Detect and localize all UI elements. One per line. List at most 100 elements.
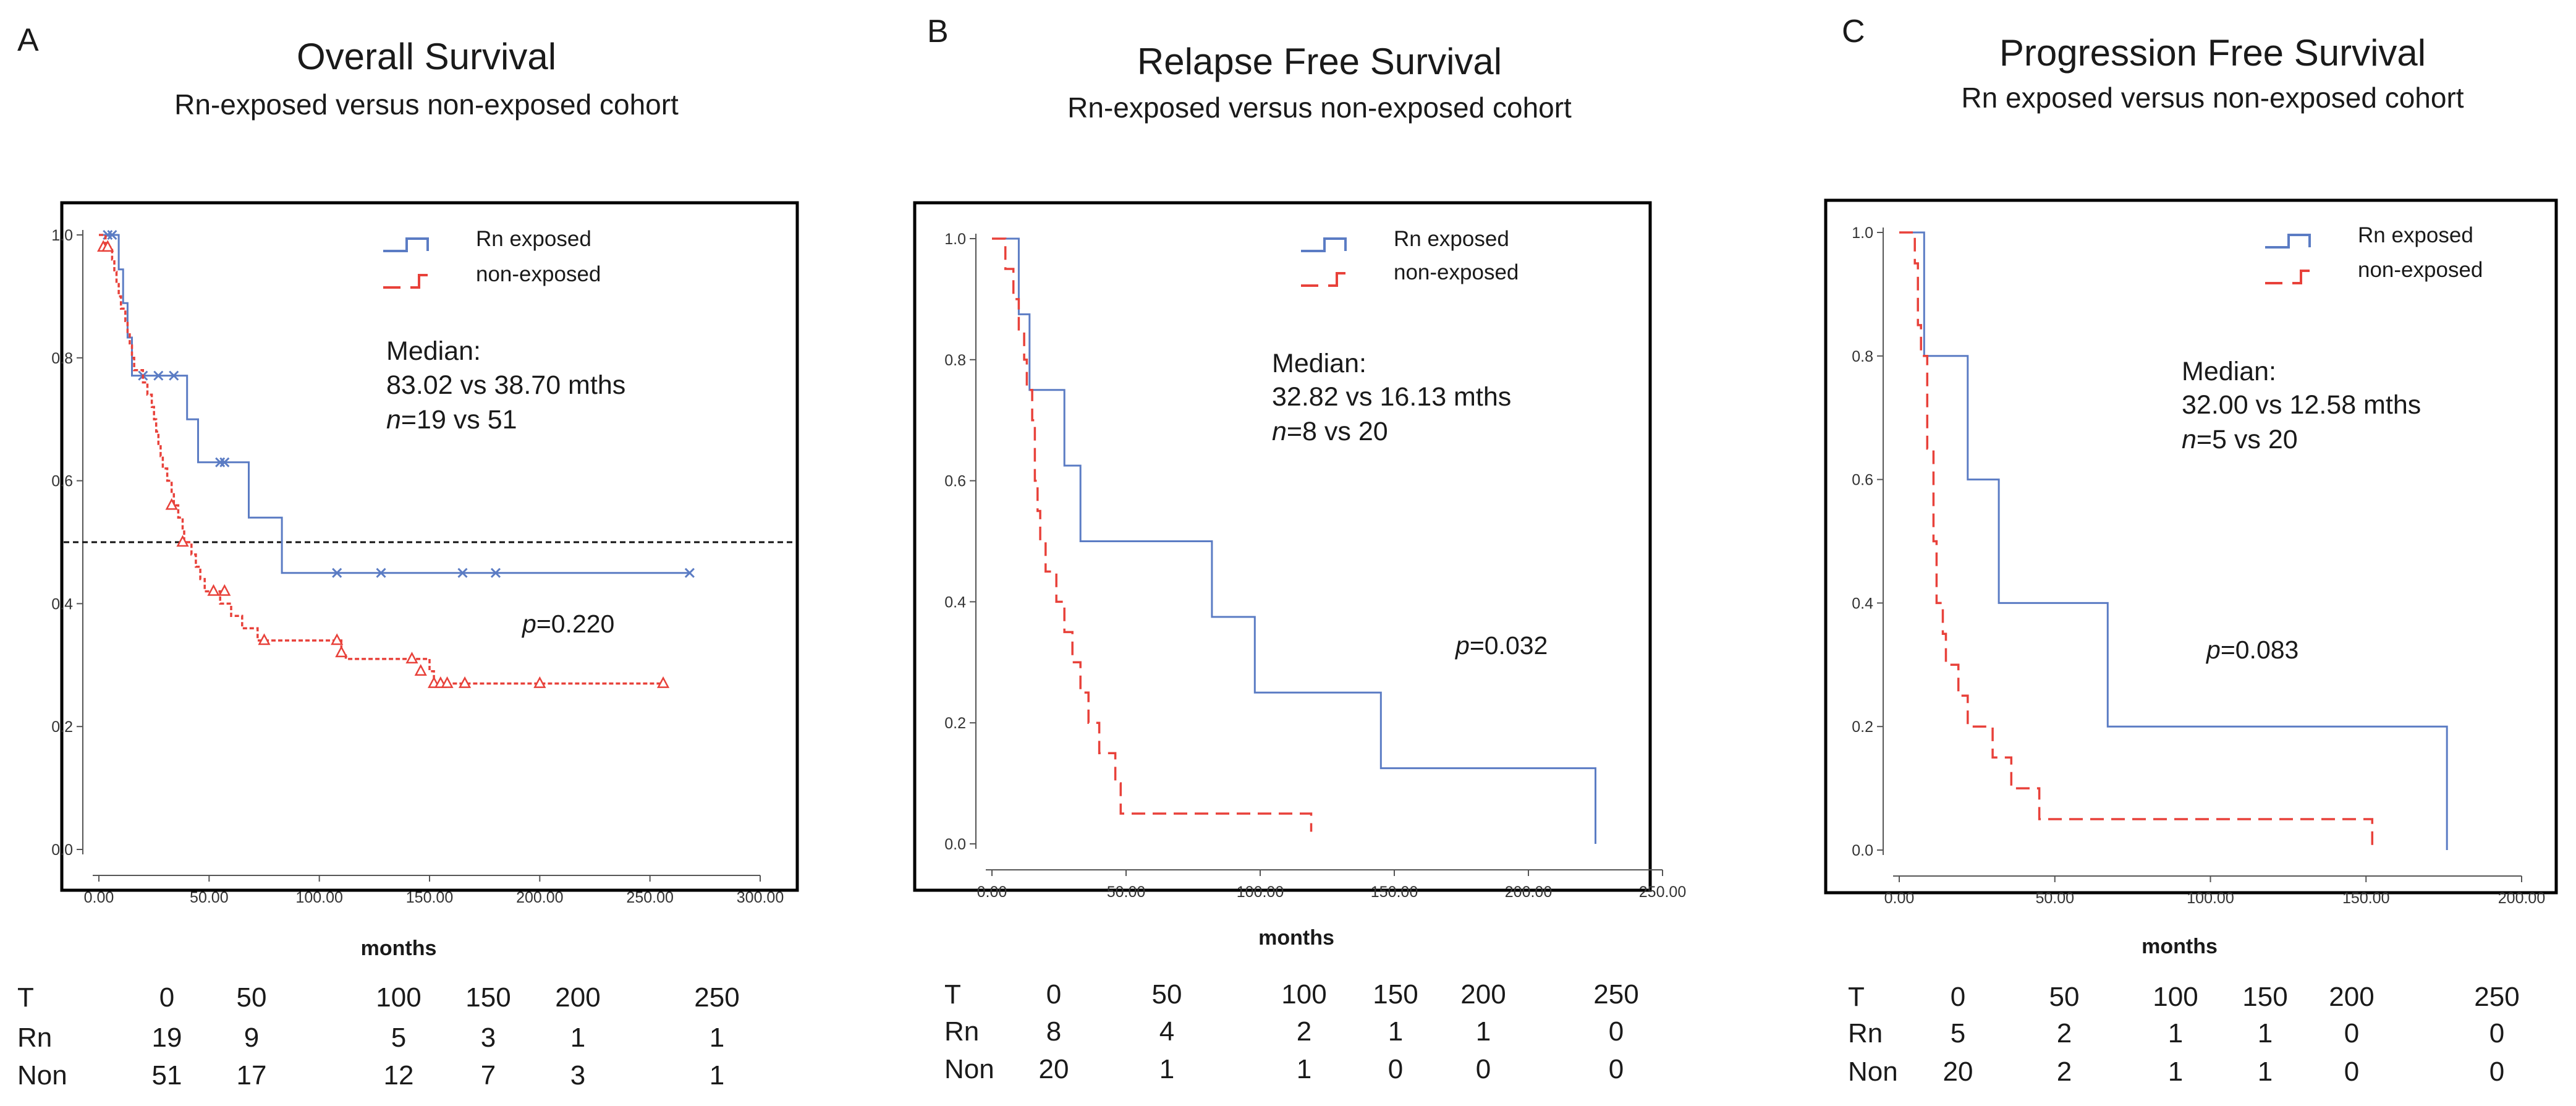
risk-cell: 1 — [2168, 1057, 2183, 1087]
y-tick-label: 0.4 — [51, 595, 73, 613]
censor-mark — [219, 457, 230, 467]
risk-cell: 1 — [570, 1023, 585, 1053]
x-axis-label: months — [1258, 926, 1334, 950]
risk-cell: 0 — [2489, 1018, 2504, 1049]
x-tick-label: 100.00 — [1237, 883, 1284, 901]
risk-cell: 1 — [710, 1060, 724, 1091]
risk-cell: 9 — [244, 1023, 259, 1053]
y-tick-label: 0.0 — [944, 836, 966, 853]
censor-mark — [405, 652, 418, 664]
risk-cell: 0 — [1476, 1054, 1491, 1084]
risk-cell: 200 — [1460, 979, 1506, 1010]
censor-mark — [165, 498, 178, 510]
median-values: 32.00 vs 12.58 mths — [2182, 390, 2421, 420]
x-tick-label: 250.00 — [1639, 883, 1686, 901]
risk-cell: 5 — [391, 1023, 406, 1053]
risk-cell: 51 — [152, 1060, 182, 1091]
y-tick-label: 0.8 — [1852, 348, 1873, 365]
x-tick-label: 200.00 — [516, 889, 563, 906]
risk-cell: 3 — [481, 1023, 496, 1053]
y-tick-label: 0.6 — [1852, 472, 1873, 489]
median-label: Median: — [386, 336, 481, 366]
median-label: Median: — [1272, 349, 1366, 378]
risk-row-label: Non — [17, 1060, 67, 1091]
risk-cell: 20 — [1039, 1054, 1069, 1084]
censor-mark — [153, 370, 164, 381]
risk-cell: 0 — [1951, 982, 1965, 1012]
survival-curve-non-exposed — [1899, 231, 2374, 850]
censor-mark — [215, 457, 226, 467]
censor-mark — [176, 535, 189, 547]
survival-curve-rn-exposed — [1899, 231, 2448, 850]
risk-cell: 19 — [152, 1023, 182, 1053]
risk-row-label: Non — [1848, 1057, 1898, 1087]
plot-frame — [60, 201, 799, 892]
p-value: p=0.220 — [521, 610, 614, 638]
median-values: 83.02 vs 38.70 mths — [386, 370, 625, 400]
censor-mark — [376, 568, 386, 578]
y-tick-label: 0.0 — [51, 841, 73, 859]
risk-cell: 150 — [2242, 982, 2287, 1012]
risk-cell: 0 — [1609, 1054, 1624, 1084]
y-tick-label: 0.8 — [944, 352, 966, 369]
risk-cell: 1 — [1297, 1054, 1311, 1084]
censor-mark — [218, 584, 231, 596]
panel-letter: B — [927, 14, 949, 49]
y-tick-label: 0.4 — [944, 593, 966, 611]
median-label: Median: — [2182, 357, 2276, 386]
chart-subtitle: Rn-exposed versus non-exposed cohort — [1067, 91, 1572, 124]
x-tick-label: 150.00 — [406, 889, 453, 906]
x-tick-label: 250.00 — [626, 889, 673, 906]
risk-cell: 17 — [237, 1060, 267, 1091]
x-tick-label: 200.00 — [1505, 883, 1552, 901]
median-values: 32.82 vs 16.13 mths — [1272, 382, 1511, 412]
censor-mark — [656, 676, 670, 688]
legend-swatch-non-exposed — [2265, 270, 2310, 284]
risk-cell: 3 — [570, 1060, 585, 1091]
risk-cell: 2 — [2057, 1057, 2072, 1087]
legend-swatch-rn-exposed — [383, 237, 429, 252]
y-tick-label: 0.6 — [944, 473, 966, 490]
risk-cell: 1 — [2258, 1057, 2273, 1087]
legend-swatch-non-exposed — [1301, 272, 1345, 287]
risk-cell: 100 — [376, 982, 421, 1013]
x-tick-label: 50.00 — [190, 889, 229, 906]
risk-cell: 0 — [2344, 1057, 2359, 1087]
x-tick-label: 150.00 — [2342, 890, 2389, 907]
p-value: p=0.083 — [2205, 636, 2298, 664]
legend-swatch-rn-exposed — [1301, 237, 1347, 252]
y-tick-label: 0.4 — [1852, 595, 1873, 612]
legend-swatch-non-exposed — [383, 274, 428, 289]
censor-mark — [258, 633, 271, 645]
y-tick-label: 1.0 — [51, 227, 73, 244]
legend: Rn exposed non-exposed — [383, 227, 601, 289]
risk-row-label: Rn — [17, 1023, 52, 1053]
risk-cell: 250 — [1593, 979, 1638, 1010]
legend-label: Rn exposed — [2358, 223, 2473, 247]
censor-mark — [684, 568, 695, 578]
y-tick-label: 0.8 — [51, 350, 73, 367]
censor-mark — [101, 240, 114, 252]
y-tick-label: 0.6 — [51, 473, 73, 490]
risk-table: T 0 50 100 150 200 250 Rn 19 9 5 3 1 1 Non 51 17 12 7 3 1 — [17, 982, 740, 1091]
risk-cell: 8 — [1046, 1016, 1061, 1047]
risk-cell: 12 — [384, 1060, 414, 1091]
risk-cell: 0 — [159, 982, 174, 1013]
panel-b: B Relapse Free Survival Rn-exposed versus … — [913, 14, 1686, 1084]
censor-mark — [457, 568, 468, 578]
risk-cell: 5 — [1951, 1018, 1965, 1049]
risk-cell: 1 — [1159, 1054, 1174, 1084]
risk-cell: 1 — [1476, 1016, 1491, 1047]
x-tick-label: 0.00 — [84, 889, 114, 906]
risk-cell: 20 — [1943, 1057, 1973, 1087]
risk-cell: 0 — [2344, 1018, 2359, 1049]
risk-cell: 2 — [1297, 1016, 1311, 1047]
chart-subtitle: Rn exposed versus non-exposed cohort — [1961, 82, 2464, 114]
chart-title: Relapse Free Survival — [1137, 41, 1502, 82]
risk-cell: 250 — [694, 982, 739, 1013]
sample-size: n=19 vs 51 — [386, 405, 517, 435]
panel-c: C Progression Free Survival Rn exposed ver… — [1824, 14, 2558, 1087]
panel-letter: C — [1842, 14, 1865, 49]
